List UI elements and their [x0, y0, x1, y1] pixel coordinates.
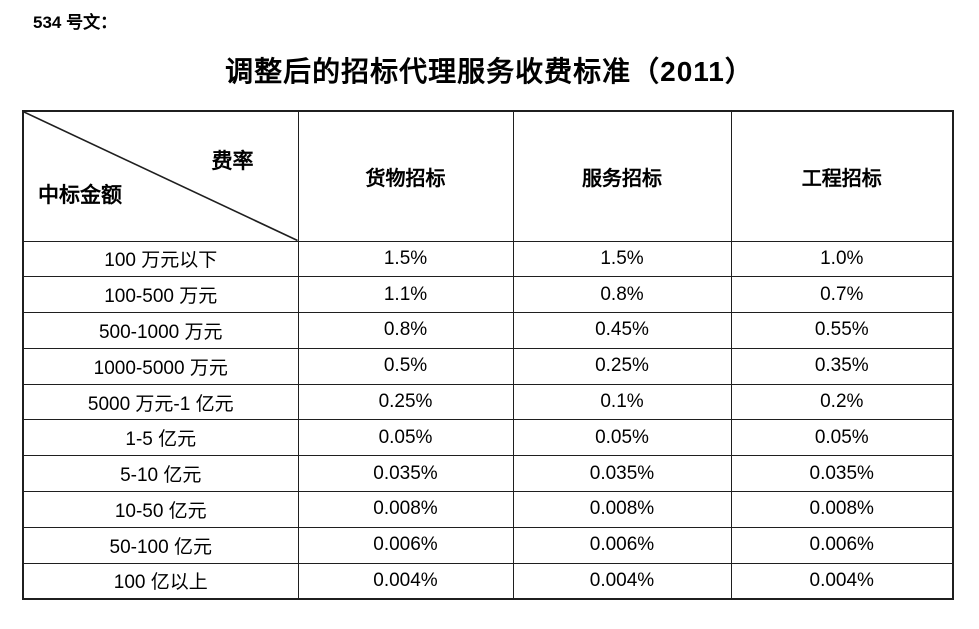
rate-cell-goods: 0.006%	[297, 526, 514, 564]
rate-cell-goods: 0.05%	[297, 419, 514, 457]
row-label-amount-range: 10-50 亿元	[22, 491, 299, 528]
table-row: 1000-5000 万元 0.5% 0.25% 0.35%	[22, 347, 954, 385]
doc-number-label: 534 号文：	[33, 13, 118, 32]
rate-cell-service: 0.006%	[512, 526, 732, 564]
corner-label-rate: 费率	[211, 150, 254, 173]
table-header-row: 费率 中标金额 货物招标 服务招标 工程招标	[22, 110, 954, 242]
rate-cell-engineering: 0.2%	[730, 383, 954, 421]
table-row: 100 亿以上 0.004% 0.004% 0.004%	[22, 562, 954, 600]
row-label-amount-range: 100 万元以下	[22, 240, 299, 278]
row-label-amount-range: 1-5 亿元	[22, 419, 299, 457]
rate-cell-service: 0.05%	[512, 419, 732, 457]
rate-cell-engineering: 0.035%	[730, 455, 954, 493]
rate-cell-engineering: 0.55%	[730, 312, 954, 349]
row-label-amount-range: 1000-5000 万元	[22, 347, 299, 385]
rate-cell-engineering: 0.004%	[730, 562, 954, 600]
rate-cell-service: 0.45%	[512, 312, 732, 349]
row-label-amount-range: 100-500 万元	[22, 276, 299, 314]
row-label-amount-range: 5000 万元-1 亿元	[22, 383, 299, 421]
row-label-amount-range: 50-100 亿元	[22, 526, 299, 564]
rate-cell-goods: 0.8%	[297, 312, 514, 349]
rate-cell-goods: 0.25%	[297, 383, 514, 421]
rate-cell-engineering: 0.05%	[730, 419, 954, 457]
fee-table: 费率 中标金额 货物招标 服务招标 工程招标 100 万元以下 1.5% 1.5…	[22, 110, 954, 600]
page-title: 调整后的招标代理服务收费标准（2011）	[225, 56, 754, 87]
table-row: 1-5 亿元 0.05% 0.05% 0.05%	[22, 419, 954, 457]
table-row: 5-10 亿元 0.035% 0.035% 0.035%	[22, 455, 954, 493]
table-row: 100 万元以下 1.5% 1.5% 1.0%	[22, 240, 954, 278]
rate-cell-goods: 0.008%	[297, 491, 514, 528]
rate-cell-engineering: 0.008%	[730, 491, 954, 528]
rate-cell-service: 0.008%	[512, 491, 732, 528]
rate-cell-engineering: 1.0%	[730, 240, 954, 278]
table-row: 500-1000 万元 0.8% 0.45% 0.55%	[22, 312, 954, 349]
corner-label-amount: 中标金额	[38, 183, 122, 207]
rate-cell-service: 1.5%	[512, 240, 732, 278]
table-row: 5000 万元-1 亿元 0.25% 0.1% 0.2%	[22, 383, 954, 421]
column-header-goods-bidding: 货物招标	[297, 110, 514, 242]
row-label-amount-range: 5-10 亿元	[22, 455, 299, 493]
column-header-engineering-bidding: 工程招标	[730, 110, 954, 242]
rate-cell-service: 0.8%	[512, 276, 732, 314]
rate-cell-service: 0.004%	[512, 562, 732, 600]
table-row: 10-50 亿元 0.008% 0.008% 0.008%	[22, 491, 954, 528]
rate-cell-goods: 1.5%	[297, 240, 514, 278]
diagonal-divider-line	[24, 112, 298, 241]
rate-cell-engineering: 0.35%	[730, 347, 954, 385]
fee-table-body: 100 万元以下 1.5% 1.5% 1.0% 100-500 万元 1.1% …	[22, 240, 954, 600]
rate-cell-goods: 1.1%	[297, 276, 514, 314]
rate-cell-engineering: 0.7%	[730, 276, 954, 314]
rate-cell-service: 0.1%	[512, 383, 732, 421]
rate-cell-service: 0.25%	[512, 347, 732, 385]
table-row: 100-500 万元 1.1% 0.8% 0.7%	[22, 276, 954, 314]
rate-cell-service: 0.035%	[512, 455, 732, 493]
rate-cell-goods: 0.5%	[297, 347, 514, 385]
row-label-amount-range: 100 亿以上	[22, 562, 299, 600]
corner-header-cell: 费率 中标金额	[22, 110, 299, 242]
column-header-service-bidding: 服务招标	[512, 110, 732, 242]
rate-cell-goods: 0.035%	[297, 455, 514, 493]
rate-cell-engineering: 0.006%	[730, 526, 954, 564]
rate-cell-goods: 0.004%	[297, 562, 514, 600]
table-row: 50-100 亿元 0.006% 0.006% 0.006%	[22, 526, 954, 564]
row-label-amount-range: 500-1000 万元	[22, 312, 299, 349]
